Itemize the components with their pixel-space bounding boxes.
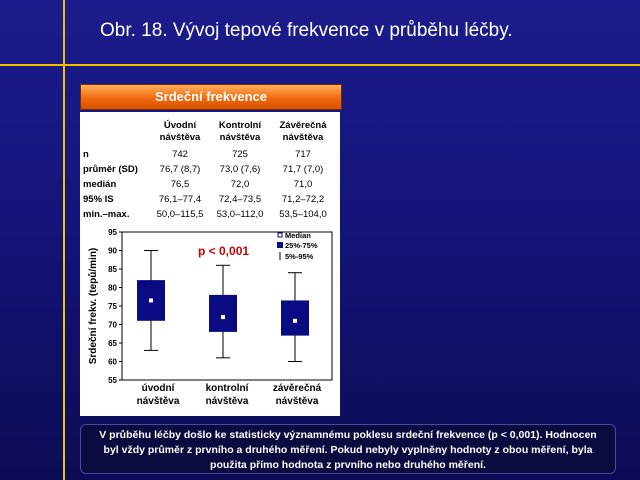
vertical-accent-line [63, 0, 65, 480]
legend-box-swatch [277, 242, 283, 248]
stats-cell: 76,5 [170, 179, 190, 190]
y-tick-label: 75 [108, 302, 117, 311]
y-tick-label: 90 [108, 247, 117, 256]
stats-row-label: medián [83, 179, 117, 190]
x-category-label: návštěva [276, 396, 319, 407]
box-plot-chart: 55 60 65 70 75 80 85 90 95 p < 0,001 Srdeční fre… [87, 228, 333, 407]
x-axis-labels: úvodní návštěva kontrolní návštěva závěr… [137, 383, 322, 407]
y-tick-label: 80 [108, 284, 117, 293]
stats-row-label: n [83, 149, 89, 160]
x-category-label: kontrolní [206, 383, 250, 394]
legend-whisker-label: 5%-95% [285, 252, 314, 261]
stats-cell: 71,7 (7,0) [282, 164, 324, 175]
horizontal-accent-line [0, 64, 640, 66]
box-median-marker [293, 318, 297, 323]
x-category-label: návštěva [206, 396, 249, 407]
stats-cell: 725 [232, 149, 248, 160]
y-axis-label: Srdeční frekv. (tepů/min) [87, 248, 99, 365]
box-iqr [209, 294, 237, 332]
chart-panel: Úvodní návštěva Kontrolní návštěva Závěr… [80, 112, 340, 416]
stats-cell: 72,4–73,5 [218, 194, 262, 205]
stats-cell: 71,0 [293, 179, 313, 190]
stats-cell: 717 [295, 149, 311, 160]
stats-table: Úvodní návštěva Kontrolní návštěva Závěr… [80, 112, 340, 222]
stats-column-header: Závěrečná návštěva [273, 120, 333, 144]
y-tick-label: 85 [108, 265, 117, 274]
x-category-label: návštěva [137, 396, 180, 407]
stats-column-header-line1: Závěrečná [279, 120, 327, 131]
plot-layer: 55 60 65 70 75 80 85 90 95 [108, 228, 333, 385]
stats-cell: 73,0 (7,6) [219, 164, 261, 175]
stats-column-header-line1: Kontrolní [218, 120, 262, 131]
slide-title: Obr. 18. Vývoj tepové frekvence v průběh… [100, 20, 513, 41]
stats-column-header-line1: Úvodní [163, 120, 197, 131]
stats-column-header: Kontrolní návštěva [210, 120, 270, 144]
stats-column-header-line2: návštěva [219, 132, 261, 143]
caption-note: V průběhu léčby došlo ke statisticky výz… [80, 424, 616, 474]
box-median-marker [149, 298, 153, 303]
y-tick-label: 55 [108, 376, 117, 385]
y-tick-label: 65 [108, 339, 117, 348]
legend-median-marker [277, 232, 283, 238]
stats-cell: 53,5–104,0 [279, 209, 327, 220]
stats-cell: 50,0–115,5 [156, 209, 204, 220]
stats-cell: 742 [172, 149, 188, 160]
stats-cell: 53,0–112,0 [216, 209, 264, 220]
y-tick-label: 60 [108, 358, 117, 367]
y-tick-label: 70 [108, 321, 117, 330]
stats-cell: 76,7 (8,7) [159, 164, 201, 175]
stats-cell: 76,1–77,4 [158, 194, 202, 205]
legend-median-label: Median [285, 231, 311, 240]
x-category-label: závěrečná [273, 383, 322, 394]
stats-column-header-line2: návštěva [282, 132, 324, 143]
y-tick-label: 95 [108, 228, 117, 237]
x-category-label: úvodní [142, 383, 176, 394]
legend-box-label: 25%-75% [285, 241, 318, 250]
stats-column-header-line2: návštěva [159, 132, 201, 143]
box-median-marker [221, 315, 225, 320]
chart-legend: Median 25%-75% 5%-95% [277, 231, 318, 261]
stats-row-label: min.–max. [83, 209, 130, 220]
stats-cell: 71,2–72,2 [281, 194, 325, 205]
stats-column-header: Úvodní návštěva [150, 120, 210, 144]
stats-row-label: průměr (SD) [83, 164, 138, 175]
p-value-annotation: p < 0,001 [198, 244, 249, 258]
box-iqr [281, 300, 309, 336]
stats-cell: 72,0 [230, 179, 250, 190]
stats-row-label: 95% IS [83, 194, 114, 205]
panel-header: Srdeční frekvence [80, 84, 342, 110]
